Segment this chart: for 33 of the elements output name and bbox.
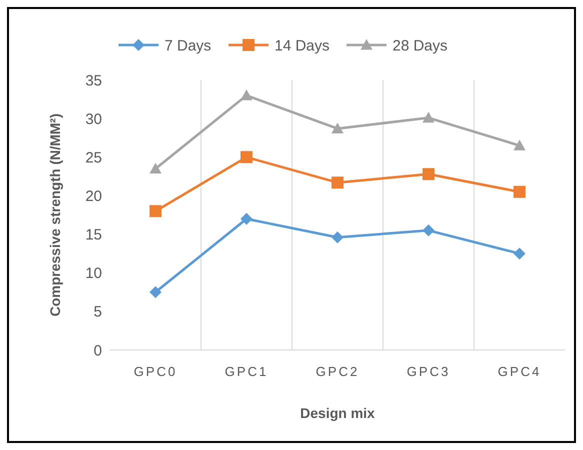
point bbox=[240, 212, 252, 225]
y-tick-label: 20 bbox=[85, 188, 102, 205]
point bbox=[332, 122, 344, 134]
x-tick-label: GPC3 bbox=[406, 364, 450, 379]
point bbox=[332, 231, 344, 244]
y-axis-title: Compressive strength (N/MM²) bbox=[47, 113, 63, 317]
point bbox=[332, 176, 344, 189]
point bbox=[150, 162, 162, 174]
point bbox=[422, 112, 434, 123]
y-tick-label: 35 bbox=[85, 72, 102, 90]
x-axis-title: Design mix bbox=[300, 405, 376, 421]
y-tick-label: 5 bbox=[94, 304, 102, 321]
legend-label: 28 Days bbox=[392, 37, 448, 54]
x-tick-label: GPC1 bbox=[224, 364, 268, 379]
point bbox=[240, 151, 252, 164]
legend-label: 7 Days bbox=[164, 37, 212, 54]
point bbox=[422, 224, 434, 236]
point bbox=[514, 186, 526, 198]
point bbox=[150, 286, 162, 298]
y-tick-label: 25 bbox=[85, 149, 102, 166]
point bbox=[240, 89, 252, 100]
x-tick-label: GPC2 bbox=[316, 364, 360, 379]
x-tick-label: GPC4 bbox=[498, 364, 542, 379]
point bbox=[150, 205, 162, 218]
x-tick-label: GPC0 bbox=[134, 364, 178, 379]
y-tick-label: 10 bbox=[85, 265, 102, 282]
legend-label: 14 Days bbox=[274, 37, 330, 54]
point bbox=[422, 168, 434, 180]
y-tick-label: 0 bbox=[94, 342, 102, 360]
point bbox=[514, 140, 526, 150]
point bbox=[514, 248, 526, 260]
y-tick-label: 15 bbox=[85, 226, 102, 244]
y-tick-label: 30 bbox=[85, 110, 102, 128]
